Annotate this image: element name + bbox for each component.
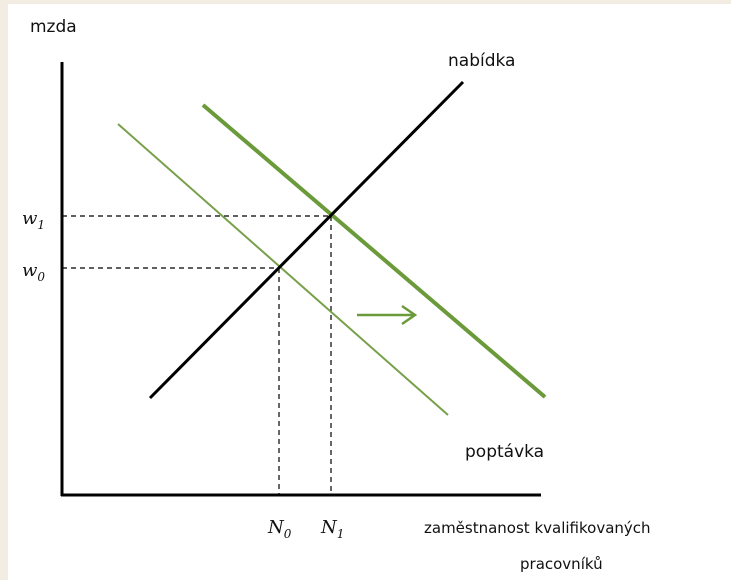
wage-label: w0 (22, 260, 45, 284)
supply-label: nabídka (448, 51, 515, 71)
shift-arrow (357, 304, 418, 326)
y-axis-label: mzda (30, 17, 77, 37)
subscript: 1 (37, 218, 45, 232)
x-axis-label: zaměstnanost kvalifikovaných (424, 519, 651, 537)
employment-label: N1 (320, 517, 344, 541)
subscript: 0 (284, 527, 292, 541)
wage-label: w1 (22, 208, 45, 232)
subscript: 1 (337, 527, 345, 541)
symbol: w (22, 208, 38, 229)
demand-label: poptávka (465, 442, 544, 462)
symbol: N (267, 517, 285, 538)
symbol: w (22, 260, 38, 281)
demand-new (201, 103, 547, 399)
employment-label: N0 (267, 517, 292, 541)
symbol: N (320, 517, 338, 538)
subscript: 0 (37, 270, 45, 284)
supply-curve (148, 80, 465, 400)
panel (8, 4, 731, 580)
x-axis-label: pracovníků (520, 555, 603, 573)
demand-old (117, 123, 449, 416)
